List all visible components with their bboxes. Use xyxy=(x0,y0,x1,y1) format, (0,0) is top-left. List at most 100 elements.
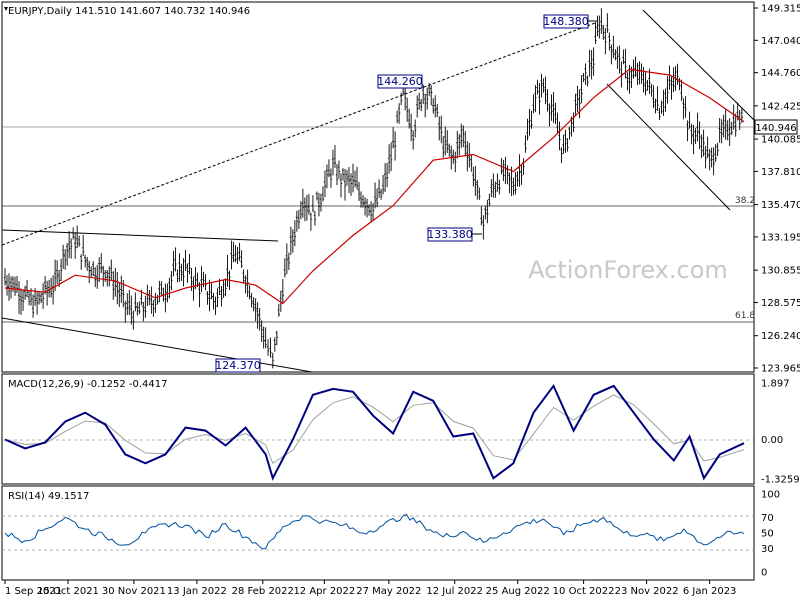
price-bar xyxy=(63,249,67,270)
macd-label: MACD(12,26,9) -0.1252 -0.4417 xyxy=(8,379,168,390)
price-bar xyxy=(254,298,257,322)
rsi-tick-label: 70 xyxy=(761,513,774,524)
price-bar xyxy=(682,98,685,120)
price-bar xyxy=(666,76,669,104)
price-bar xyxy=(204,274,207,291)
price-bar xyxy=(724,109,727,140)
price-tick-label: 133.195 xyxy=(761,232,800,243)
price-bar xyxy=(738,110,741,131)
collapse-arrow-icon[interactable] xyxy=(4,7,8,11)
chart-title: EURJPY,Daily 141.510 141.607 140.732 140… xyxy=(8,6,250,17)
price-bar xyxy=(65,243,69,266)
rsi-axis: 100 70 50 30 0 xyxy=(761,490,780,579)
x-tick-label: 25 Aug 2022 xyxy=(486,586,550,597)
price-bar xyxy=(434,95,437,118)
price-bar xyxy=(170,270,173,291)
price-bar xyxy=(333,145,337,168)
price-bar xyxy=(484,205,487,220)
price-bar xyxy=(734,113,737,137)
price-bar xyxy=(586,75,589,87)
price-bar xyxy=(86,256,89,271)
price-bar xyxy=(694,128,697,144)
price-bar xyxy=(413,119,417,138)
price-bar xyxy=(440,115,443,144)
price-bar xyxy=(331,149,335,176)
price-panel xyxy=(1,1,755,373)
price-bar xyxy=(656,86,659,111)
rsi-label: RSI(14) 49.1517 xyxy=(8,491,89,502)
price-bar xyxy=(415,95,419,118)
price-bar xyxy=(712,147,715,176)
price-bar xyxy=(678,77,681,91)
price-bar xyxy=(142,302,145,322)
price-bar xyxy=(355,166,359,190)
price-bar xyxy=(452,149,455,164)
price-bar xyxy=(466,141,469,172)
price-bar xyxy=(138,301,141,315)
annotation-high-1: 148.380 xyxy=(543,14,598,29)
price-bar xyxy=(120,275,123,303)
price-bar xyxy=(114,267,117,297)
price-bar xyxy=(632,59,635,79)
price-bar xyxy=(61,244,65,269)
price-bar xyxy=(393,131,397,161)
price-bar xyxy=(409,113,413,142)
price-bar xyxy=(548,103,551,127)
price-bar xyxy=(490,179,493,198)
price-bar xyxy=(90,266,93,277)
price-axis: 149.315 147.040 144.760 142.425 140.085 137.8… xyxy=(754,4,800,375)
price-tick-label: 140.085 xyxy=(761,135,800,146)
price-bar xyxy=(295,210,299,232)
x-tick-label: 30 Nov 2021 xyxy=(102,586,166,597)
price-bar xyxy=(17,281,21,315)
price-bar xyxy=(275,330,279,346)
price-bar xyxy=(285,243,289,275)
price-bar xyxy=(252,297,255,312)
price-bar xyxy=(230,240,233,270)
price-bar xyxy=(41,283,45,309)
price-bar xyxy=(363,197,367,216)
price-bar xyxy=(307,194,311,215)
price-bar xyxy=(309,212,313,231)
price-bar xyxy=(232,241,235,263)
macd-tick-label: 0.00 xyxy=(761,435,783,446)
price-bar xyxy=(444,126,447,156)
trendline-dashed xyxy=(1,22,596,246)
price-bar xyxy=(325,164,329,189)
price-bar xyxy=(470,154,473,172)
price-bar xyxy=(329,168,333,188)
price-bar xyxy=(222,279,225,298)
price-bar xyxy=(96,264,99,289)
price-bar xyxy=(154,292,157,313)
price-bar xyxy=(53,259,57,291)
price-bar xyxy=(684,96,687,118)
price-bar xyxy=(234,245,237,263)
price-bar xyxy=(305,194,309,221)
price-bar xyxy=(654,98,657,114)
price-bar xyxy=(516,171,519,187)
price-bar xyxy=(75,225,79,249)
price-bar xyxy=(514,171,517,195)
price-bar xyxy=(339,173,343,198)
price-bar xyxy=(472,166,475,187)
price-bar xyxy=(144,295,147,318)
price-bar xyxy=(616,46,619,69)
price-bar xyxy=(562,134,565,154)
price-bar xyxy=(196,272,199,288)
price-bar xyxy=(315,191,319,201)
x-tick-label: 15 Oct 2021 xyxy=(37,586,99,597)
price-bar xyxy=(45,280,49,306)
channel-lower-line xyxy=(606,83,731,211)
price-bar xyxy=(208,279,211,312)
price-bar xyxy=(670,75,673,100)
price-bar xyxy=(379,188,383,200)
price-bar xyxy=(568,126,571,140)
price-bar xyxy=(258,308,261,331)
price-bar xyxy=(672,67,675,93)
price-bar xyxy=(264,327,267,349)
price-bar xyxy=(260,320,263,343)
annotation-high-2-text: 144.260 xyxy=(377,75,423,88)
price-bar xyxy=(520,164,523,185)
price-bar xyxy=(564,129,567,153)
price-bar xyxy=(510,166,513,197)
